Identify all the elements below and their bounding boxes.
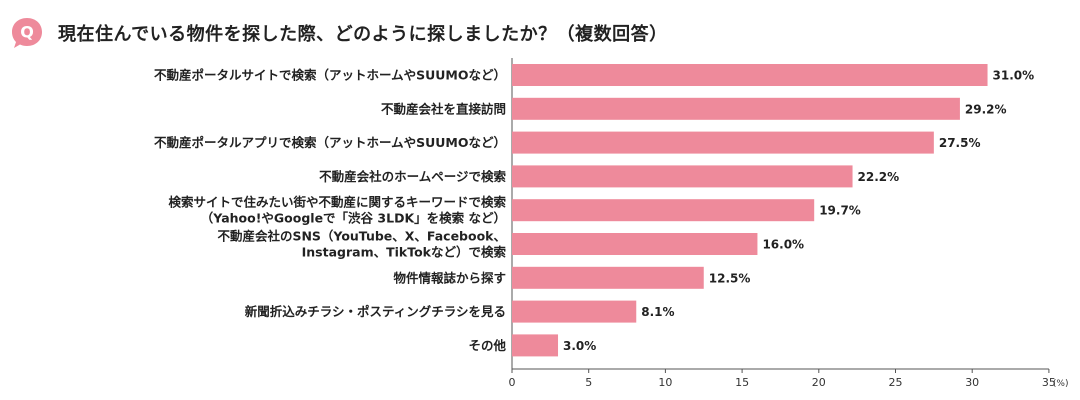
bar xyxy=(512,300,637,323)
bar xyxy=(512,165,853,188)
category-label: 新聞折込みチラシ・ポスティングチラシを見る xyxy=(245,304,506,319)
category-label: 物件情報誌から探す xyxy=(393,270,506,285)
bar xyxy=(512,64,988,86)
value-label: 19.7% xyxy=(819,204,861,218)
bar xyxy=(512,97,960,120)
x-tick-label: 15 xyxy=(735,376,749,389)
x-axis-unit: (%) xyxy=(1053,379,1069,389)
question-title: 現在住んでいる物件を探した際、どのように探しましたか？（複数回答） xyxy=(58,24,668,45)
category-label: 不動産会社を直接訪問 xyxy=(381,101,506,116)
category-label: 不動産ポータルサイトで検索（アットホームやSUUMOなど） xyxy=(154,68,506,83)
value-label: 27.5% xyxy=(939,136,981,150)
category-label: その他 xyxy=(468,338,506,353)
x-tick-label: 20 xyxy=(812,376,826,389)
x-tick-label: 35 xyxy=(1042,376,1056,389)
value-label: 22.2% xyxy=(858,170,900,184)
value-label: 16.0% xyxy=(762,238,804,252)
value-label: 8.1% xyxy=(641,305,674,319)
x-tick-label: 5 xyxy=(585,376,592,389)
category-label: 不動産会社のホームページで検索 xyxy=(319,169,506,184)
x-tick-label: 30 xyxy=(965,376,979,389)
bar xyxy=(512,334,559,357)
value-label: 12.5% xyxy=(709,271,751,285)
value-label: 29.2% xyxy=(965,102,1007,116)
category-label: 不動産ポータルアプリで検索（アットホームやSUUMOなど） xyxy=(154,135,506,150)
badge-letter: Q xyxy=(20,23,34,42)
value-label: 31.0% xyxy=(993,69,1035,83)
category-label: 不動産会社のSNS（YouTube、X、Facebook、 xyxy=(217,229,506,244)
bar xyxy=(512,266,704,289)
x-tick-label: 10 xyxy=(658,376,672,389)
badge-bubble-shape xyxy=(12,18,42,48)
bar xyxy=(512,233,758,255)
bar xyxy=(512,199,815,222)
question-badge-icon: Q xyxy=(12,18,42,48)
category-label: 検索サイトで住みたい街や不動産に関するキーワードで検索 xyxy=(168,195,506,210)
category-label: （Yahoo!やGoogleで「渋谷 3LDK」を検索 など） xyxy=(201,211,506,226)
bar xyxy=(512,131,934,154)
value-label: 3.0% xyxy=(563,339,596,353)
category-label: Instagram、TikTokなど）で検索 xyxy=(302,245,507,260)
x-tick-label: 25 xyxy=(889,376,903,389)
x-tick-label: 0 xyxy=(509,376,516,389)
